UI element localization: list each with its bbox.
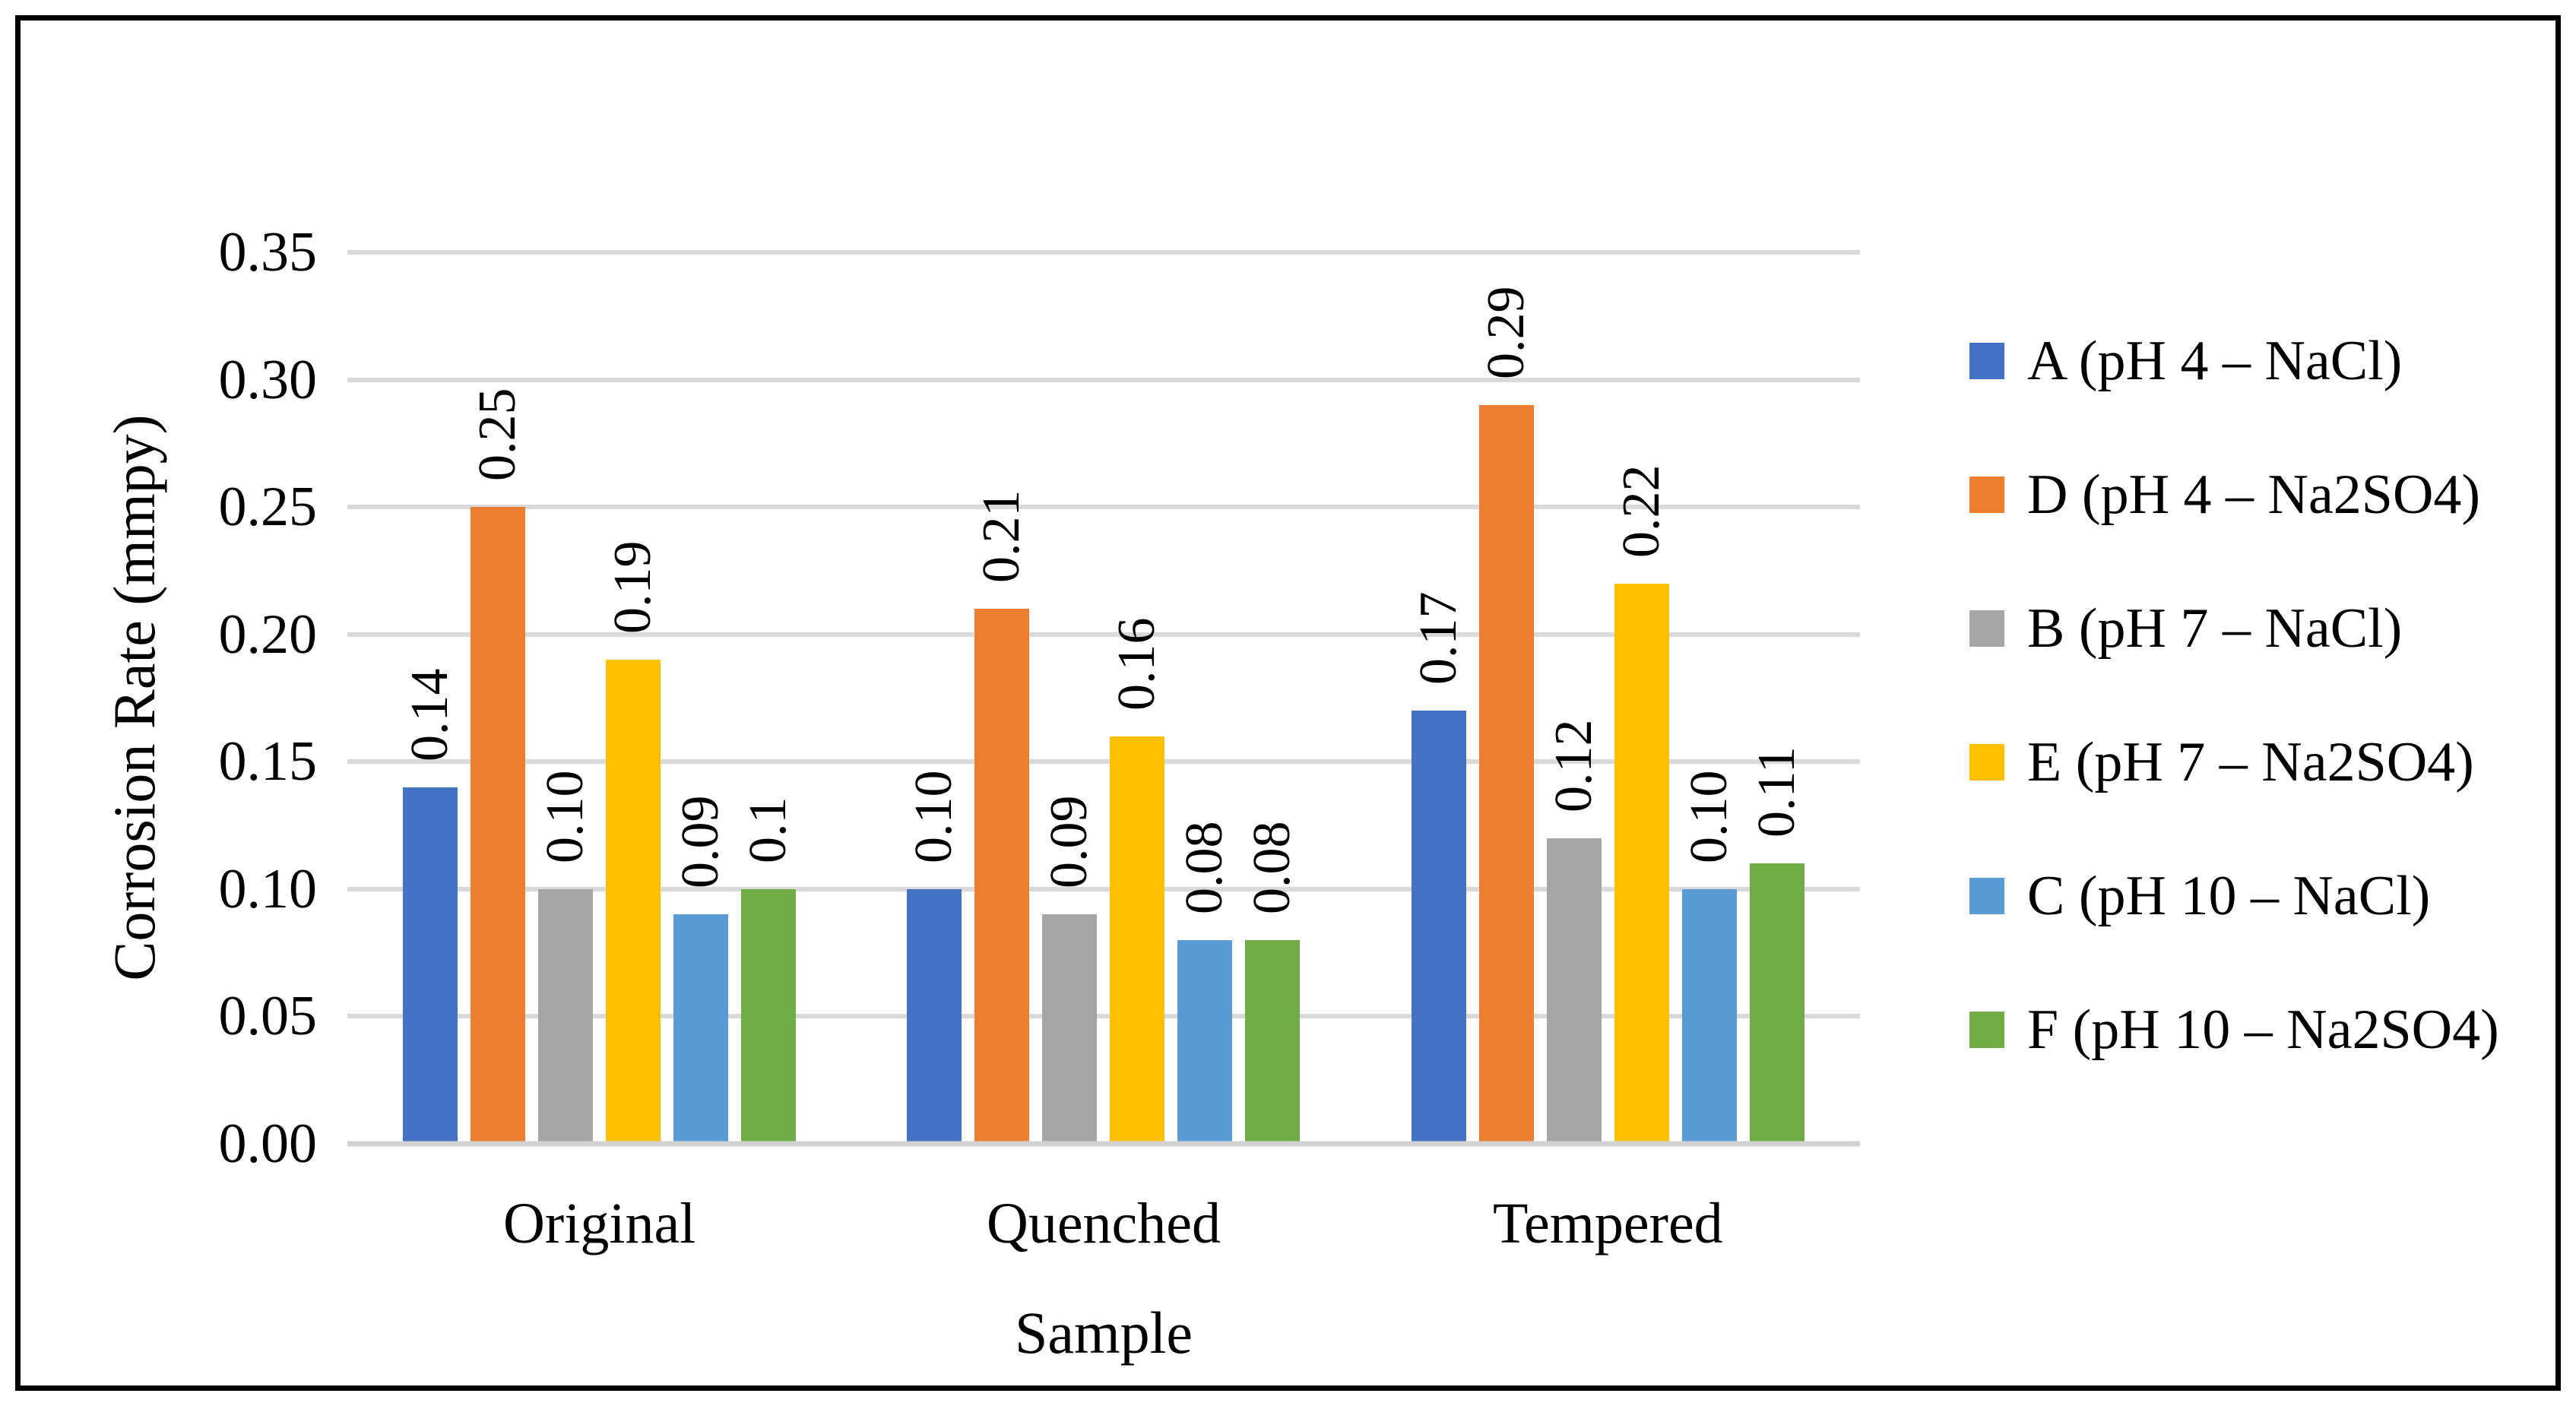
- y-tick-0.00: 0.00: [218, 1113, 318, 1175]
- y-tick-0.35: 0.35: [218, 221, 318, 283]
- y-tick-0.15: 0.15: [218, 730, 318, 793]
- legend-item-A: A (pH 4 – NaCl): [1969, 332, 2499, 390]
- bar-group-original: 0.14 0.25 0.10 0.19 0.09 0.1: [347, 252, 851, 1144]
- gridline-0.15: [347, 759, 1860, 765]
- x-category-label-tempered: Tempered: [1492, 1192, 1723, 1256]
- bar-group-tempered: 0.17 0.29 0.12 0.22 0.10 0.11: [1356, 252, 1860, 1144]
- bar-B-original: 0.10: [536, 770, 594, 1144]
- legend-item-B: B (pH 7 – NaCl): [1969, 600, 2499, 657]
- legend: A (pH 4 – NaCl) D (pH 4 – Na2SO4) B (pH 7 …: [1969, 332, 2499, 1059]
- bar-value-label-D-tempered: 0.29: [1476, 286, 1535, 380]
- bar-C-quenched: 0.08: [1175, 821, 1234, 1144]
- legend-swatch-B: [1969, 610, 2004, 647]
- legend-label-A: A (pH 4 – NaCl): [2027, 330, 2403, 392]
- bar-A-tempered: 0.17: [1409, 592, 1468, 1144]
- legend-swatch-E: [1969, 744, 2004, 781]
- bar-value-label-B-tempered: 0.12: [1544, 719, 1603, 812]
- bar-value-label-F-original: 0.1: [739, 796, 798, 863]
- gridline-0.05: [347, 1014, 1860, 1019]
- bar-value-label-C-original: 0.09: [671, 795, 730, 889]
- legend-swatch-C: [1969, 878, 2004, 914]
- gridline-0.35: [347, 250, 1860, 255]
- gridline-0.25: [347, 505, 1860, 510]
- gridline-0.30: [347, 377, 1860, 382]
- bar-value-label-F-tempered: 0.11: [1747, 746, 1806, 838]
- bar-A-quenched: 0.10: [905, 770, 963, 1144]
- bar-value-label-E-original: 0.19: [604, 540, 663, 635]
- bar-value-label-A-tempered: 0.17: [1408, 591, 1468, 686]
- x-category-label-original: Original: [503, 1192, 696, 1256]
- y-tick-0.20: 0.20: [218, 603, 318, 666]
- chart-outer-border: Corrosion Rate (mmpy) 0.35 0.30 0.25 0.20 0.…: [15, 15, 2561, 1391]
- gridline-0.20: [347, 632, 1860, 637]
- bar-B-tempered: 0.12: [1545, 719, 1603, 1144]
- bar-A-original: 0.14: [401, 668, 459, 1144]
- bar-value-label-A-original: 0.14: [401, 668, 460, 762]
- legend-label-F: F (pH 10 – Na2SO4): [2027, 999, 2499, 1061]
- gridline-0.00: [347, 1141, 1860, 1147]
- y-tick-0.30: 0.30: [218, 348, 318, 411]
- bar-D-quenched: 0.21: [972, 490, 1031, 1144]
- bar-F-tempered: 0.11: [1747, 746, 1806, 1144]
- bar-value-label-C-quenched: 0.08: [1175, 821, 1234, 914]
- bar-D-original: 0.25: [468, 388, 527, 1144]
- x-axis-title: Sample: [1015, 1300, 1193, 1366]
- legend-item-D: D (pH 4 – Na2SO4): [1969, 466, 2499, 524]
- bar-value-label-B-original: 0.10: [536, 770, 595, 863]
- legend-item-F: F (pH 10 – Na2SO4): [1969, 1001, 2499, 1059]
- bar-E-original: 0.19: [604, 541, 662, 1144]
- bar-groups: 0.14 0.25 0.10 0.19 0.09 0.1 0.10 0.21 0.09 0.16 0…: [347, 252, 1860, 1144]
- bar-F-quenched: 0.08: [1243, 821, 1301, 1144]
- bar-value-label-D-original: 0.25: [468, 388, 528, 482]
- legend-label-C: C (pH 10 – NaCl): [2027, 865, 2431, 927]
- bar-C-tempered: 0.10: [1680, 770, 1738, 1144]
- bar-value-label-E-quenched: 0.16: [1107, 617, 1167, 711]
- y-tick-0.05: 0.05: [218, 985, 318, 1048]
- legend-label-B: B (pH 7 – NaCl): [2027, 597, 2403, 660]
- bar-value-label-F-quenched: 0.08: [1243, 821, 1302, 914]
- legend-label-E: E (pH 7 – Na2SO4): [2027, 731, 2474, 793]
- y-axis-tick-labels: 0.35 0.30 0.25 0.20 0.15 0.10 0.05 0.00: [135, 224, 318, 1172]
- legend-swatch-F: [1969, 1012, 2004, 1048]
- legend-swatch-D: [1969, 477, 2004, 513]
- bar-C-original: 0.09: [671, 796, 730, 1144]
- legend-label-D: D (pH 4 – Na2SO4): [2027, 464, 2481, 526]
- plot-area: 0.14 0.25 0.10 0.19 0.09 0.1 0.10 0.21 0.09 0.16 0…: [347, 250, 1860, 1147]
- bar-group-quenched: 0.10 0.21 0.09 0.16 0.08 0.08: [851, 252, 1355, 1144]
- bar-value-label-E-tempered: 0.22: [1611, 464, 1671, 558]
- x-axis-category-labels: Original Quenched Tempered: [347, 1195, 1860, 1252]
- bar-E-quenched: 0.16: [1107, 617, 1166, 1144]
- bar-value-label-A-quenched: 0.10: [905, 770, 964, 863]
- legend-item-E: E (pH 7 – Na2SO4): [1969, 733, 2499, 791]
- bar-value-label-C-tempered: 0.10: [1679, 770, 1738, 863]
- bar-D-tempered: 0.29: [1477, 287, 1535, 1144]
- y-tick-0.10: 0.10: [218, 857, 318, 920]
- bar-value-label-B-quenched: 0.09: [1040, 795, 1099, 889]
- legend-swatch-A: [1969, 343, 2004, 379]
- legend-item-C: C (pH 10 – NaCl): [1969, 867, 2499, 925]
- x-category-label-quenched: Quenched: [986, 1192, 1221, 1256]
- bar-F-original: 0.1: [739, 796, 797, 1144]
- gridline-0.10: [347, 886, 1860, 891]
- bar-E-tempered: 0.22: [1612, 464, 1671, 1144]
- y-tick-0.25: 0.25: [218, 476, 318, 539]
- bar-B-quenched: 0.09: [1040, 796, 1098, 1144]
- bar-value-label-D-quenched: 0.21: [972, 489, 1031, 584]
